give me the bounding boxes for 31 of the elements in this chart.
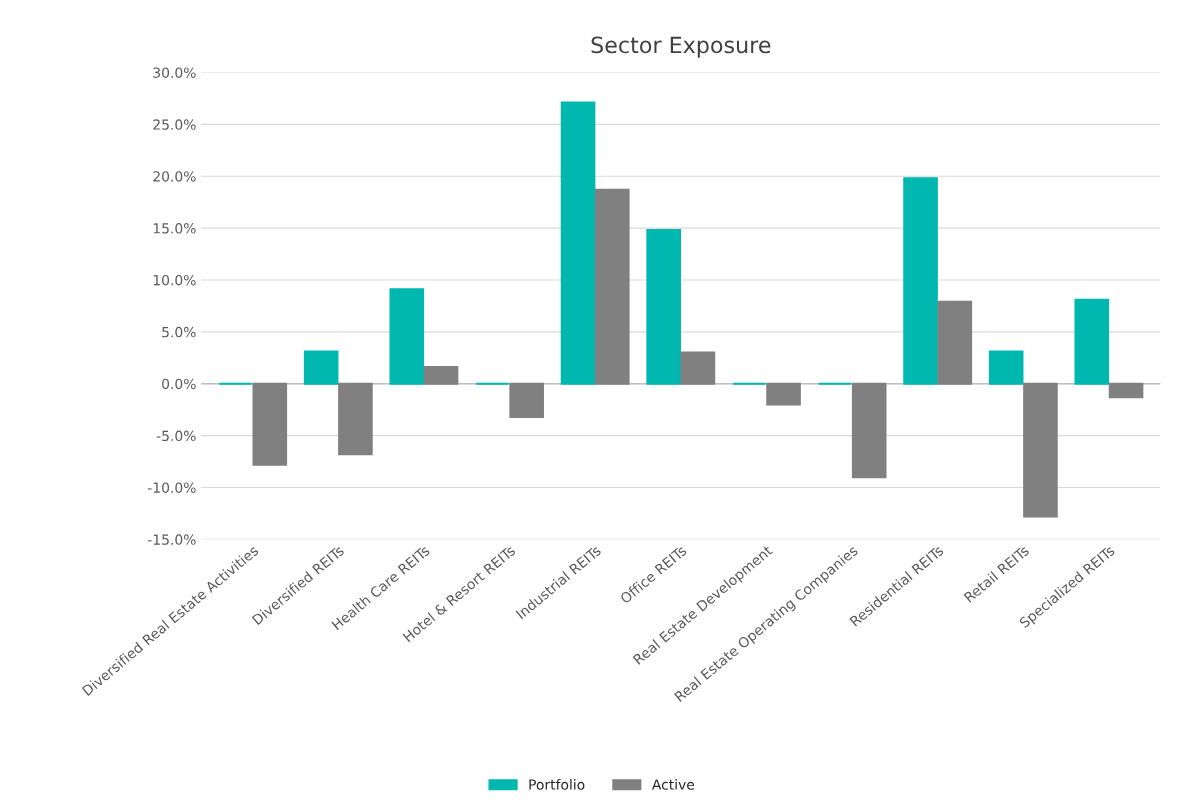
y-tick-label: -5.0%: [156, 430, 196, 442]
legend-label: Active: [651, 779, 695, 790]
bar: [389, 288, 425, 385]
legend-label: Portfolio: [529, 779, 585, 790]
bar: [560, 101, 596, 385]
bar: [338, 382, 373, 456]
y-tick-label: 0.0%: [162, 378, 196, 390]
bar: [988, 350, 1024, 385]
bar: [937, 300, 973, 385]
bar: [646, 229, 681, 385]
bar: [903, 177, 938, 385]
bar: [303, 350, 339, 385]
bar: [252, 382, 288, 466]
bar: [1074, 298, 1110, 385]
bar: [1023, 382, 1058, 518]
y-tick-label: 15.0%: [153, 223, 196, 234]
bar: [766, 382, 801, 406]
bar: [851, 382, 887, 479]
bar: [509, 382, 544, 418]
y-tick-label: -15.0%: [147, 534, 196, 545]
y-tick-label: 5.0%: [162, 326, 196, 338]
y-tick-label: 20.0%: [153, 171, 196, 182]
bar: [423, 366, 459, 385]
y-tick-label: -10.0%: [147, 482, 196, 493]
bar: [594, 188, 630, 385]
bar: [680, 351, 716, 385]
y-tick-label: 25.0%: [153, 119, 196, 130]
chart-title: Sector Exposure: [591, 36, 771, 58]
y-tick-label: 30.0%: [153, 67, 196, 78]
bar: [1108, 382, 1144, 399]
y-tick-label: 10.0%: [153, 274, 196, 286]
